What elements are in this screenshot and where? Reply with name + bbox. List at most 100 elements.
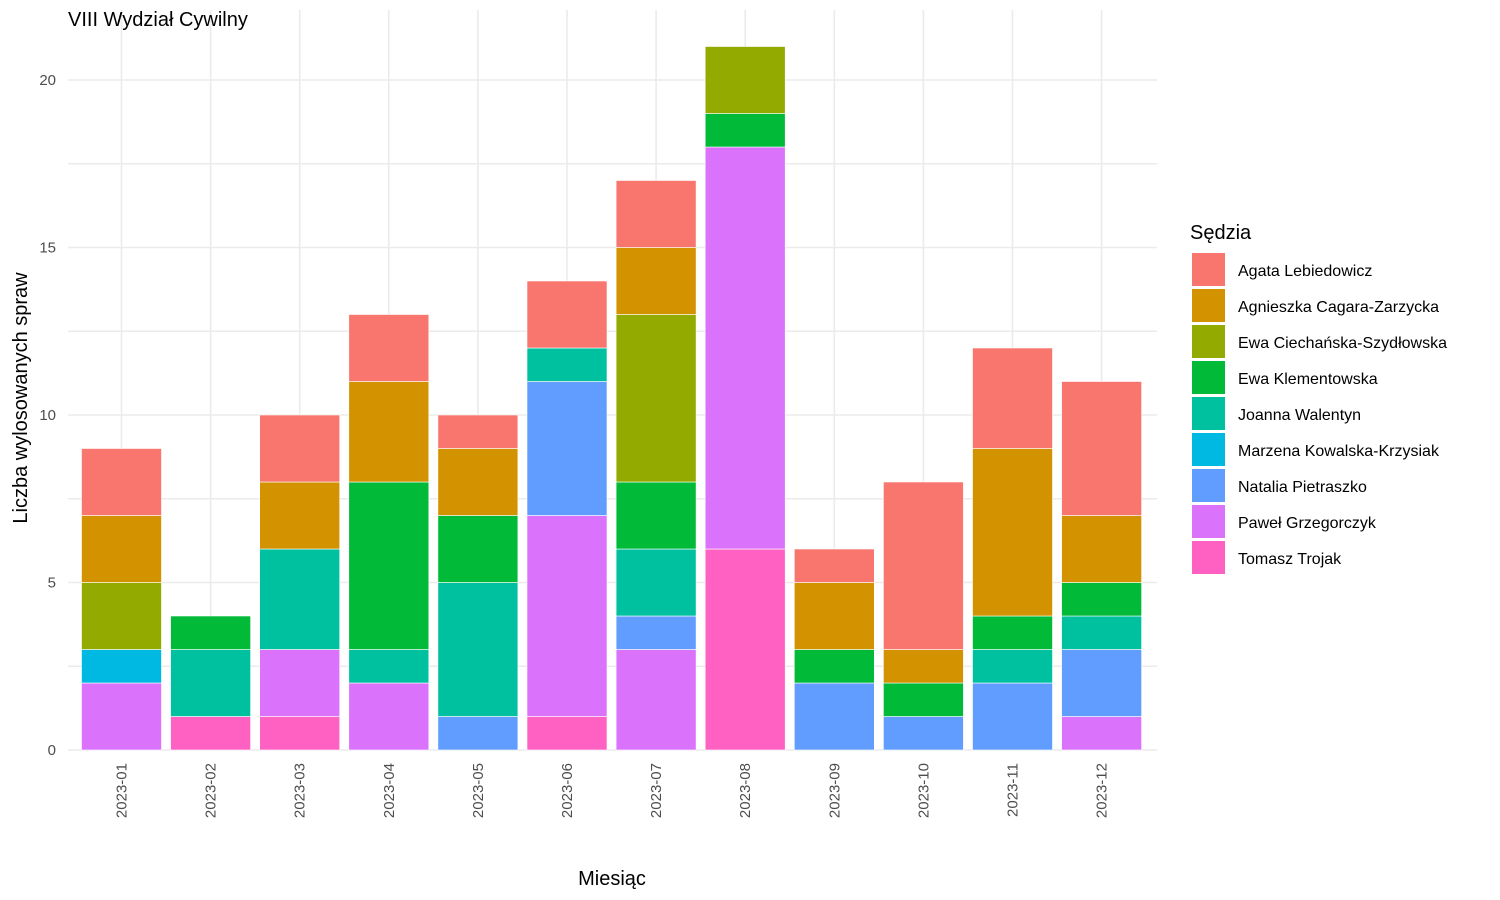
chart-title: VIII Wydział Cywilny <box>68 9 248 31</box>
y-tick-label: 5 <box>48 575 56 592</box>
x-tick-label: 2023-07 <box>648 763 665 818</box>
legend-swatch <box>1192 361 1225 394</box>
y-tick-label: 0 <box>48 742 56 759</box>
legend-swatch <box>1192 469 1225 502</box>
x-tick-label: 2023-09 <box>826 763 843 818</box>
x-tick-label: 2023-04 <box>381 763 398 818</box>
legend-swatch <box>1192 505 1225 538</box>
legend-title: Sędzia <box>1190 222 1252 244</box>
x-tick-label: 2023-02 <box>203 763 220 818</box>
bar-segment <box>972 347 1053 449</box>
bar-segment <box>704 113 786 148</box>
x-tick-label: 2023-05 <box>470 763 487 818</box>
axis-layer: 0 5 10 15 20 2023-01 2023-02 2023-03 2023-04 2023… <box>39 72 1110 818</box>
bar-segment <box>526 280 608 349</box>
bar-segment <box>1061 582 1142 617</box>
bar-segment <box>615 180 697 248</box>
bar-segment <box>437 414 519 449</box>
bar-segment <box>704 46 786 114</box>
legend-label: Paweł Grzegorczyk <box>1238 515 1377 532</box>
legend: Sędzia Agata Lebiedowicz Agnieszka Cagara… <box>1190 222 1447 574</box>
bar-segment <box>793 582 875 650</box>
bar-segment <box>348 381 430 483</box>
bar-segment <box>1061 515 1142 583</box>
legend-swatch <box>1192 253 1225 286</box>
bar-segment <box>259 481 341 550</box>
legend-label: Ewa Klementowska <box>1238 371 1378 388</box>
bar-segment <box>437 716 519 751</box>
bar-segment <box>348 649 430 684</box>
bar-segment <box>972 649 1053 684</box>
bar-segment <box>615 481 697 550</box>
bar-segment <box>81 682 162 751</box>
bar-segment <box>883 682 964 717</box>
bar-segment <box>170 716 251 751</box>
bar-segment <box>526 716 608 751</box>
bar-segment <box>81 649 162 684</box>
bar-segment <box>348 314 430 382</box>
x-tick-label: 2023-10 <box>915 763 932 818</box>
bar-segment <box>883 649 964 684</box>
y-tick-label: 20 <box>39 72 56 89</box>
x-tick-label: 2023-06 <box>559 763 576 818</box>
bar-segment <box>615 314 697 483</box>
bar-segment <box>348 682 430 751</box>
bar-segment <box>1061 615 1142 650</box>
bar-segment <box>615 548 697 617</box>
bar-segment <box>81 582 162 650</box>
legend-swatch <box>1192 325 1225 358</box>
x-tick-label: 2023-03 <box>292 763 309 818</box>
bar-segment <box>883 481 964 650</box>
x-tick-label: 2023-12 <box>1094 763 1111 818</box>
bar-segment <box>437 515 519 583</box>
bar-segment <box>170 649 251 717</box>
bar-segment <box>1061 649 1142 717</box>
legend-label: Ewa Ciechańska-Szydłowska <box>1238 335 1447 352</box>
legend-label: Joanna Walentyn <box>1238 407 1361 424</box>
bar-segment <box>615 649 697 751</box>
bar-segment <box>972 615 1053 650</box>
legend-swatch <box>1192 541 1225 574</box>
bar-segment <box>81 448 162 516</box>
legend-label: Marzena Kowalska-Krzysiak <box>1238 443 1440 460</box>
bar-segment <box>615 247 697 315</box>
y-axis-title: Liczba wylosowanych spraw <box>10 272 32 524</box>
bar-segment <box>437 582 519 717</box>
bar-segment <box>526 515 608 717</box>
y-tick-label: 10 <box>39 407 56 424</box>
bar-segment <box>704 146 786 550</box>
bar-segment <box>170 615 251 650</box>
bar-segment <box>793 548 875 583</box>
bar-segment <box>972 682 1053 751</box>
bar-segment <box>1061 381 1142 516</box>
bar-segment <box>704 548 786 751</box>
x-tick-label: 2023-08 <box>737 763 754 818</box>
bar-segment <box>81 515 162 583</box>
legend-label: Agata Lebiedowicz <box>1238 263 1372 280</box>
bar-segment <box>526 347 608 382</box>
legend-label: Natalia Pietraszko <box>1238 479 1367 496</box>
legend-swatch <box>1192 433 1225 466</box>
bar-segment <box>259 716 341 751</box>
bar-segment <box>793 682 875 751</box>
bars-layer <box>81 46 1142 751</box>
legend-swatch <box>1192 397 1225 430</box>
bar-segment <box>526 381 608 516</box>
bar-segment <box>1061 716 1142 751</box>
bar-segment <box>615 615 697 650</box>
legend-label: Tomasz Trojak <box>1238 551 1342 568</box>
x-axis-title: Miesiąc <box>578 868 646 890</box>
bar-segment <box>793 649 875 684</box>
legend-label: Agnieszka Cagara-Zarzycka <box>1238 299 1439 316</box>
legend-swatch <box>1192 289 1225 322</box>
y-tick-label: 15 <box>39 240 56 257</box>
bar-segment <box>259 414 341 483</box>
bar-segment <box>883 716 964 751</box>
bar-segment <box>437 448 519 516</box>
bar-segment <box>348 481 430 650</box>
bar-segment <box>972 448 1053 617</box>
bar-segment <box>259 649 341 717</box>
x-tick-label: 2023-11 <box>1005 763 1022 817</box>
